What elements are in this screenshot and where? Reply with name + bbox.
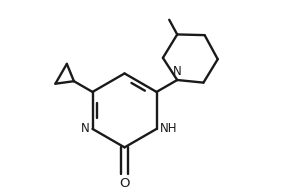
Text: N: N [81, 122, 90, 135]
Text: NH: NH [159, 122, 177, 135]
Text: N: N [173, 65, 182, 78]
Text: O: O [119, 177, 130, 190]
